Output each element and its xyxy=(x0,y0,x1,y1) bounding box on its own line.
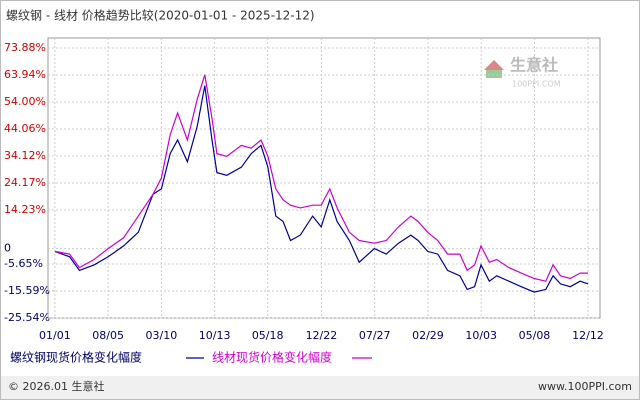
x-tick-label: 07/27 xyxy=(359,329,391,342)
watermark-icon xyxy=(484,60,504,70)
x-tick-label: 12/12 xyxy=(572,329,604,342)
plot-frame xyxy=(47,37,601,319)
x-tick-label: 03/10 xyxy=(146,329,178,342)
y-tick-label: -25.54% xyxy=(4,311,50,324)
x-tick-label: 05/18 xyxy=(252,329,284,342)
y-tick-label: 63.94% xyxy=(4,68,46,81)
x-tick-label: 12/22 xyxy=(306,329,338,342)
y-tick-label: 44.06% xyxy=(4,122,46,135)
y-tick-label: -5.65% xyxy=(4,257,43,270)
x-tick-label: 01/01 xyxy=(39,329,71,342)
footer-bar xyxy=(1,376,639,399)
watermark: 生意社 xyxy=(510,56,558,75)
x-tick-label: 02/29 xyxy=(412,329,444,342)
footer-left: © 2026.01 生意社 xyxy=(8,379,104,393)
y-tick-label: -15.59% xyxy=(4,284,50,297)
x-tick-label: 10/13 xyxy=(199,329,231,342)
watermark-sub: 100PPI.COM xyxy=(512,80,561,89)
y-tick-label: 24.17% xyxy=(4,176,46,189)
watermark-icon xyxy=(486,70,502,78)
legend-label: 螺纹钢现货价格变化幅度 xyxy=(10,350,142,365)
series-line xyxy=(54,85,589,293)
footer-right: www.100PPI.com xyxy=(538,380,632,393)
legend-label: 线材现货价格变化幅度 xyxy=(212,350,332,365)
x-tick-label: 08/05 xyxy=(92,329,124,342)
y-tick-label: 54.00% xyxy=(4,95,46,108)
y-tick-label: 14.23% xyxy=(4,203,46,216)
x-tick-label: 10/03 xyxy=(465,329,497,342)
chart-title: 螺纹钢 - 线材 价格趋势比较(2020-01-01 - 2025-12-12) xyxy=(6,8,315,23)
series-line xyxy=(54,74,588,282)
y-tick-label: 0 xyxy=(4,242,11,255)
x-tick-label: 05/08 xyxy=(519,329,551,342)
y-tick-label: 34.12% xyxy=(4,149,46,162)
y-tick-label: 73.88% xyxy=(4,41,46,54)
